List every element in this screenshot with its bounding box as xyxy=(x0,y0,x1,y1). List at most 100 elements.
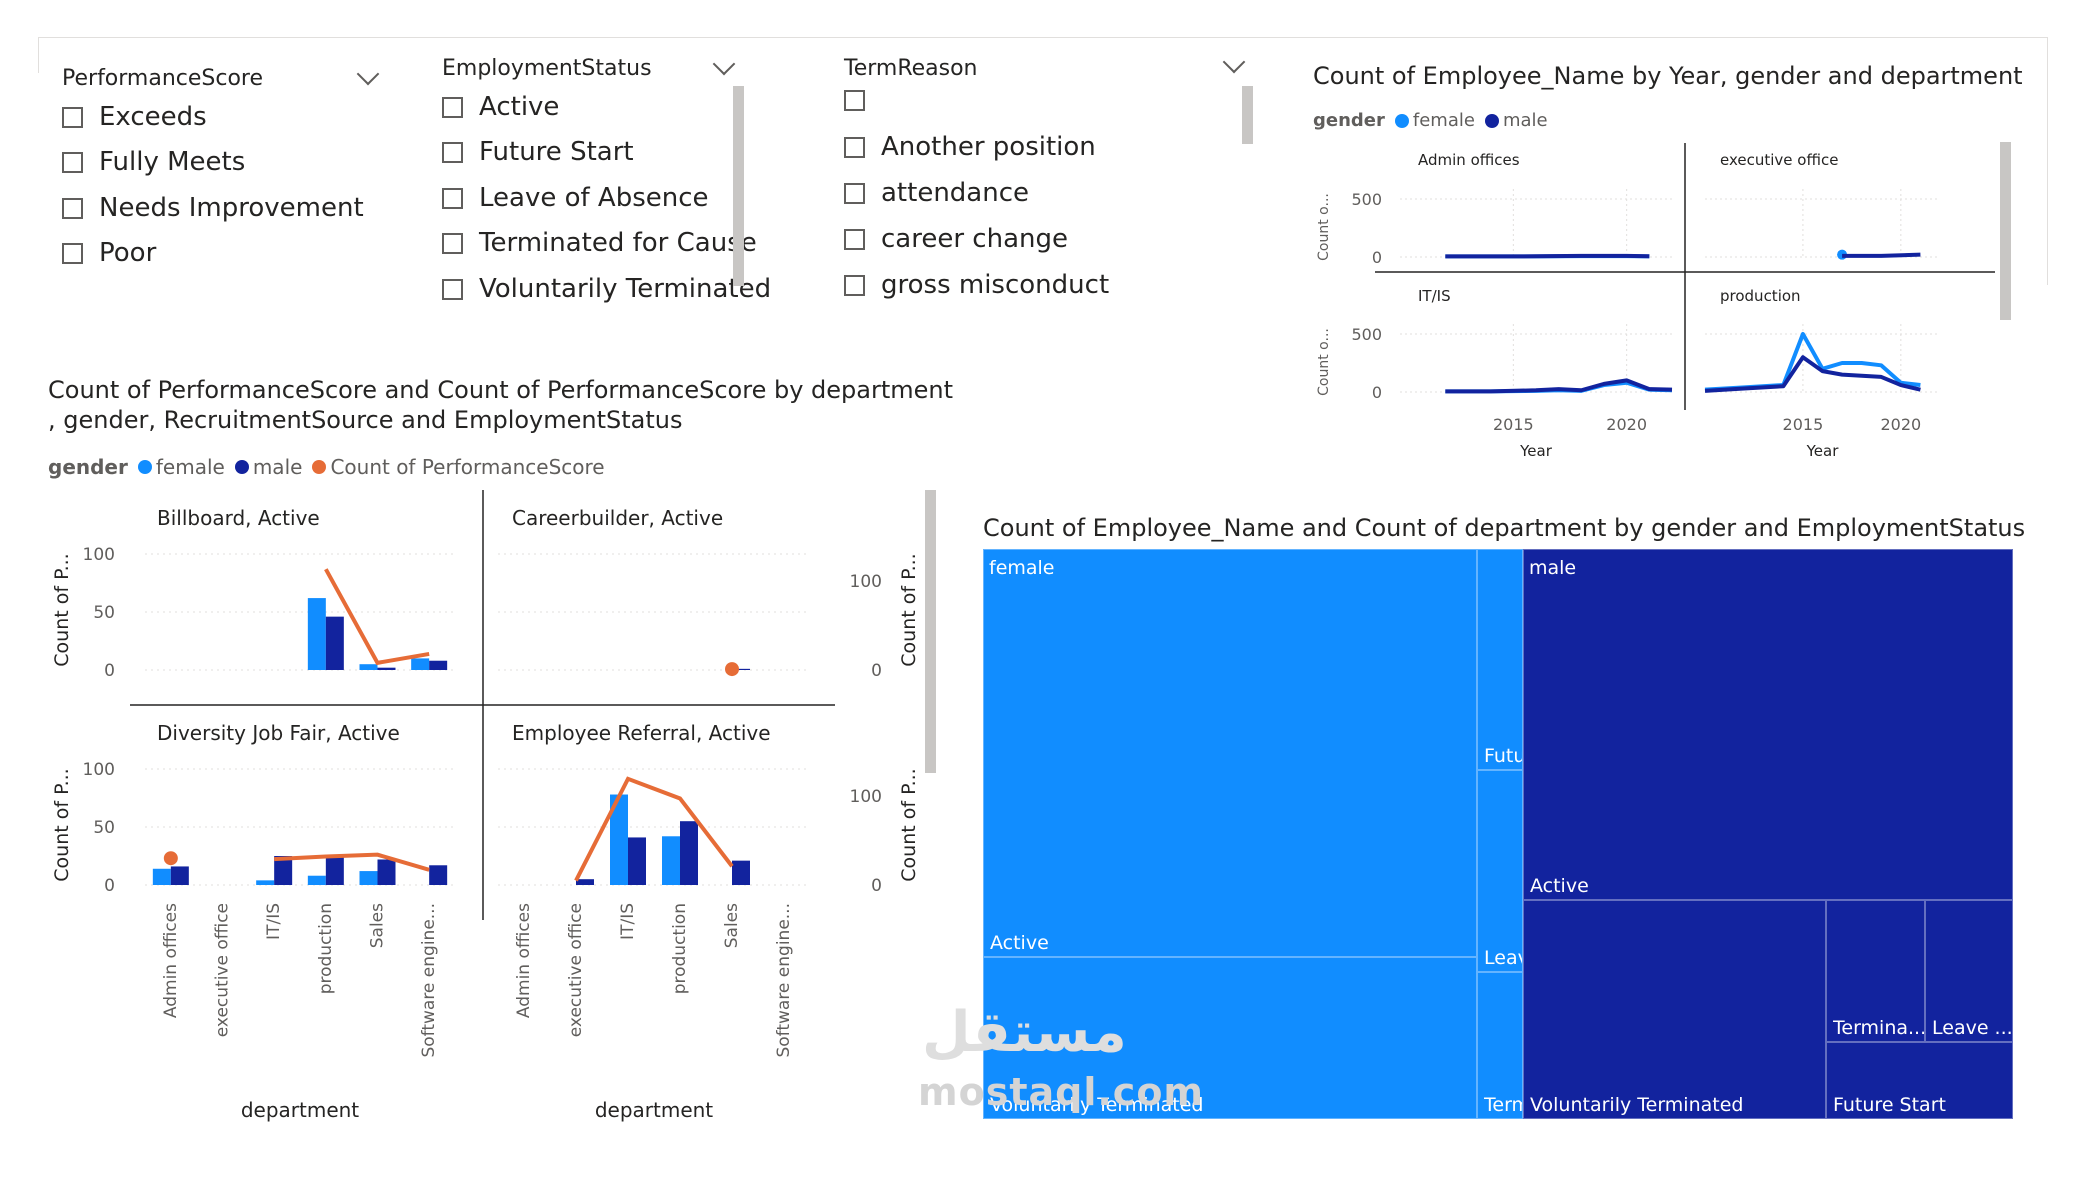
count-point xyxy=(163,851,178,866)
slicer-item-future-start[interactable]: Future Start xyxy=(442,137,634,167)
legend-item-male[interactable]: male xyxy=(234,455,302,479)
y-tick-label: 500 xyxy=(1351,190,1382,209)
slicer-item-label: gross misconduct xyxy=(881,270,1110,300)
y-axis-title: Count of P... xyxy=(51,553,73,666)
x-tick-label: Software engine... xyxy=(774,903,794,1058)
slicer-item-leave-of-absence[interactable]: Leave of Absence xyxy=(442,183,709,213)
slicer-item-fully-meets[interactable]: Fully Meets xyxy=(62,147,245,177)
bar-female xyxy=(152,868,171,885)
watermark-text: mostaql.com xyxy=(918,1070,1205,1114)
combo-chart-title-line2: , gender, RecruitmentSource and Employme… xyxy=(48,406,683,434)
x-tick-label: 2015 xyxy=(1493,415,1534,434)
y-tick-label: 0 xyxy=(1372,383,1382,402)
slicer-scrollbar[interactable] xyxy=(733,86,744,286)
slicer-title: PerformanceScore xyxy=(62,66,264,91)
series-line-male xyxy=(1445,378,1673,394)
slicer-item-active[interactable]: Active xyxy=(442,92,559,122)
bar-male xyxy=(377,667,396,670)
slicer-item-attendance[interactable]: attendance xyxy=(844,178,1029,208)
count-line xyxy=(324,568,430,666)
employment-status-slicer: EmploymentStatus Active Future Start Lea… xyxy=(440,52,771,312)
checkbox[interactable] xyxy=(62,106,83,128)
treemap-cell-male-future-start[interactable]: Future Start xyxy=(1826,1042,2013,1119)
treemap-label: Termin... xyxy=(1484,1094,1522,1116)
checkbox[interactable] xyxy=(844,90,865,111)
chevron-down-icon[interactable] xyxy=(1222,50,1246,74)
combo-chart-title-part: Count of PerformanceScore and Count of P… xyxy=(48,376,954,404)
combo-chart-scrollbar[interactable] xyxy=(925,490,936,773)
checkbox[interactable] xyxy=(62,151,83,173)
y-axis-title: Count o... xyxy=(1316,193,1332,261)
bar-female xyxy=(359,871,378,885)
treemap-cell-male-voluntarily-terminated[interactable]: Voluntarily Terminated xyxy=(1523,900,1826,1119)
line-chart-title: Count of Employee_Name by Year, gender a… xyxy=(1313,62,2023,90)
legend-title: gender xyxy=(48,455,128,479)
checkbox[interactable] xyxy=(442,187,463,209)
treemap-label: Future ... xyxy=(1484,745,1522,767)
x-tick-label: IT/IS xyxy=(618,903,638,940)
slicer-title: EmploymentStatus xyxy=(442,56,652,81)
y-tick-label: 0 xyxy=(871,876,882,896)
slicer-item-another-position[interactable]: Another position xyxy=(844,132,1096,162)
legend-item-count[interactable]: Count of PerformanceScore xyxy=(312,455,605,479)
slicer-item-poor[interactable]: Poor xyxy=(62,238,156,268)
x-tick-label: production xyxy=(670,903,690,994)
slicer-item-label: Active xyxy=(479,92,560,122)
treemap-cell-female-future-start[interactable]: Future ... xyxy=(1477,549,1523,770)
checkbox[interactable] xyxy=(844,182,865,204)
y-tick-label: 0 xyxy=(1372,248,1382,267)
count-line xyxy=(274,852,430,872)
slicer-item-label: career change xyxy=(881,224,1068,254)
chevron-down-icon[interactable] xyxy=(356,62,380,86)
slicer-item-voluntarily-terminated[interactable]: Voluntarily Terminated xyxy=(442,274,771,304)
bar-male xyxy=(628,837,646,885)
line-chart: Admin offices 500 0 Count o... executive off… xyxy=(1316,143,1995,460)
slicer-item-needs-improvement[interactable]: Needs Improvement xyxy=(62,193,364,223)
slicer-item-terminated-for-cause[interactable]: Terminated for Cause xyxy=(442,228,757,258)
checkbox[interactable] xyxy=(442,141,463,163)
slicer-scrollbar[interactable] xyxy=(1242,86,1253,144)
bar-male xyxy=(732,668,750,670)
slicer-item-career-change[interactable]: career change xyxy=(844,224,1068,254)
checkbox[interactable] xyxy=(62,197,83,219)
treemap-cell-female-active[interactable]: Active xyxy=(983,549,1477,957)
treemap-label: Active xyxy=(1530,875,1589,897)
checkbox[interactable] xyxy=(62,242,83,264)
treemap-cell-male-leave-of-absence[interactable]: Leave ... xyxy=(1925,900,2013,1042)
y-tick-label: 0 xyxy=(104,876,115,896)
treemap-cell-male-active[interactable]: Active xyxy=(1523,549,2013,900)
checkbox[interactable] xyxy=(844,274,865,296)
legend-marker xyxy=(137,460,152,474)
legend-item-female[interactable]: female xyxy=(137,455,225,479)
checkbox[interactable] xyxy=(844,228,865,250)
treemap-cell-female-voluntarily-terminated[interactable]: Voluntarily Terminated xyxy=(983,957,1477,1119)
legend-item-female[interactable]: female xyxy=(1394,110,1475,131)
checkbox[interactable] xyxy=(442,232,463,254)
treemap-cell-male-terminated-for-cause[interactable]: Termina... xyxy=(1826,900,1925,1042)
legend-marker xyxy=(312,460,327,474)
checkbox[interactable] xyxy=(442,278,463,300)
checkbox[interactable] xyxy=(844,136,865,158)
x-tick-label: Sales xyxy=(722,903,742,948)
chevron-down-icon[interactable] xyxy=(712,52,736,76)
x-axis-title: Year xyxy=(1806,442,1840,460)
slicer-item-blank[interactable] xyxy=(844,90,881,111)
line-chart-scrollbar[interactable] xyxy=(2000,142,2011,320)
treemap-cell-female-leave-of-absence[interactable]: Leave o... xyxy=(1477,770,1523,972)
treemap-title: Count of Employee_Name and Count of depa… xyxy=(983,514,2026,542)
treemap-label: Voluntarily Terminated xyxy=(990,1094,1204,1116)
bar-female xyxy=(256,880,275,885)
x-tick-label: production xyxy=(316,903,336,994)
y-tick-label: 500 xyxy=(1351,325,1382,344)
bar-female xyxy=(411,658,430,670)
treemap-cell-female-terminated-for-cause[interactable]: Termin... xyxy=(1477,972,1523,1119)
slicer-item-exceeds[interactable]: Exceeds xyxy=(62,102,207,132)
bar-male xyxy=(732,860,750,885)
legend-label: Count of PerformanceScore xyxy=(330,455,605,479)
y-tick-label: 50 xyxy=(93,818,115,838)
bar-male xyxy=(429,660,448,670)
legend-item-male[interactable]: male xyxy=(1484,110,1548,131)
slicer-item-gross-misconduct[interactable]: gross misconduct xyxy=(844,270,1109,300)
checkbox[interactable] xyxy=(442,96,463,118)
x-tick-label: 2015 xyxy=(1783,415,1824,434)
